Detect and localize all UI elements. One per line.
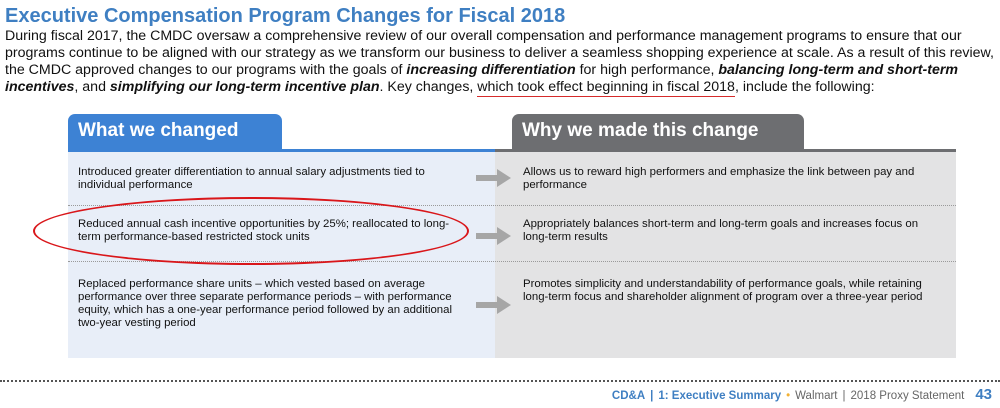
footer-separator: | [842, 390, 846, 402]
row-3-why: Promotes simplicity and understandabilit… [523, 278, 923, 303]
why-we-made-this-change-header: Why we made this change [512, 114, 804, 149]
underlined-phrase: which took effect beginning in fiscal 20… [477, 79, 735, 97]
page-number: 43 [975, 386, 992, 403]
what-we-changed-header: What we changed [68, 114, 282, 149]
intro-text-1: During fiscal 2017, the CMDC oversaw a c… [5, 28, 994, 78]
right-arrow-icon [476, 169, 511, 187]
intro-text-5: , include the following: [734, 79, 875, 95]
footer-chapter: 1: Executive Summary [658, 390, 782, 402]
row-1-why: Allows us to reward high performers and … [523, 166, 915, 191]
footer-company: Walmart [795, 390, 838, 402]
right-arrow-icon [476, 227, 511, 245]
footer-bullet: • [786, 390, 791, 402]
red-highlight-ellipse [33, 197, 469, 265]
goal-balancing-incentives: balancing long-term and short-term incen… [5, 62, 959, 95]
page-footer: CD&A | 1: Executive Summary • Walmart | … [612, 386, 992, 403]
why-column-panel [495, 152, 956, 358]
intro-text-2: for high performance, [575, 62, 719, 78]
intro-text-4: . Key changes, [379, 79, 478, 95]
page-title: Executive Compensation Program Changes f… [5, 5, 566, 27]
row-3-what: Replaced performance share units – which… [78, 278, 453, 329]
row-1-what: Introduced greater differentiation to an… [78, 166, 425, 191]
intro-paragraph: During fiscal 2017, the CMDC oversaw a c… [5, 28, 995, 97]
intro-text-3: , and [74, 79, 110, 95]
footer-dotted-rule [0, 380, 1000, 382]
footer-section: CD&A [611, 390, 646, 402]
row-divider [68, 261, 956, 262]
goal-increasing-differentiation: increasing differentiation [406, 62, 576, 78]
footer-separator: | [650, 390, 654, 402]
right-arrow-icon [476, 296, 511, 314]
row-divider [68, 205, 956, 206]
right-header-rule [495, 149, 956, 152]
goal-simplifying-plan: simplifying our long-term incentive plan [109, 79, 380, 95]
footer-document: 2018 Proxy Statement [850, 390, 965, 402]
row-2-why: Appropriately balances short-term and lo… [523, 218, 919, 243]
left-header-rule [68, 149, 495, 152]
